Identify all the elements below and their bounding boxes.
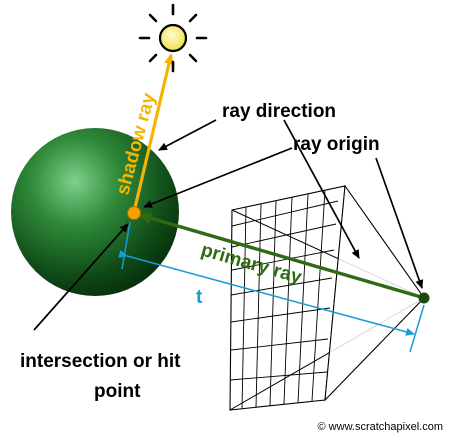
sphere bbox=[11, 128, 179, 296]
t-label: t bbox=[196, 287, 203, 308]
ray-direction-label: ray direction bbox=[222, 101, 336, 122]
hit-point-label-line2: point bbox=[94, 381, 141, 402]
shadow-ray-arrow bbox=[132, 53, 174, 213]
t-measure bbox=[118, 221, 425, 353]
camera-eye-point bbox=[418, 292, 430, 304]
annotation-arrows bbox=[33, 119, 424, 331]
hit-point-label-line1: intersection or hit bbox=[20, 351, 181, 372]
copyright-text: © www.scratchapixel.com bbox=[318, 421, 443, 433]
ray-origin-label: ray origin bbox=[293, 134, 380, 155]
sun-icon bbox=[138, 3, 208, 73]
hit-point bbox=[127, 206, 141, 220]
